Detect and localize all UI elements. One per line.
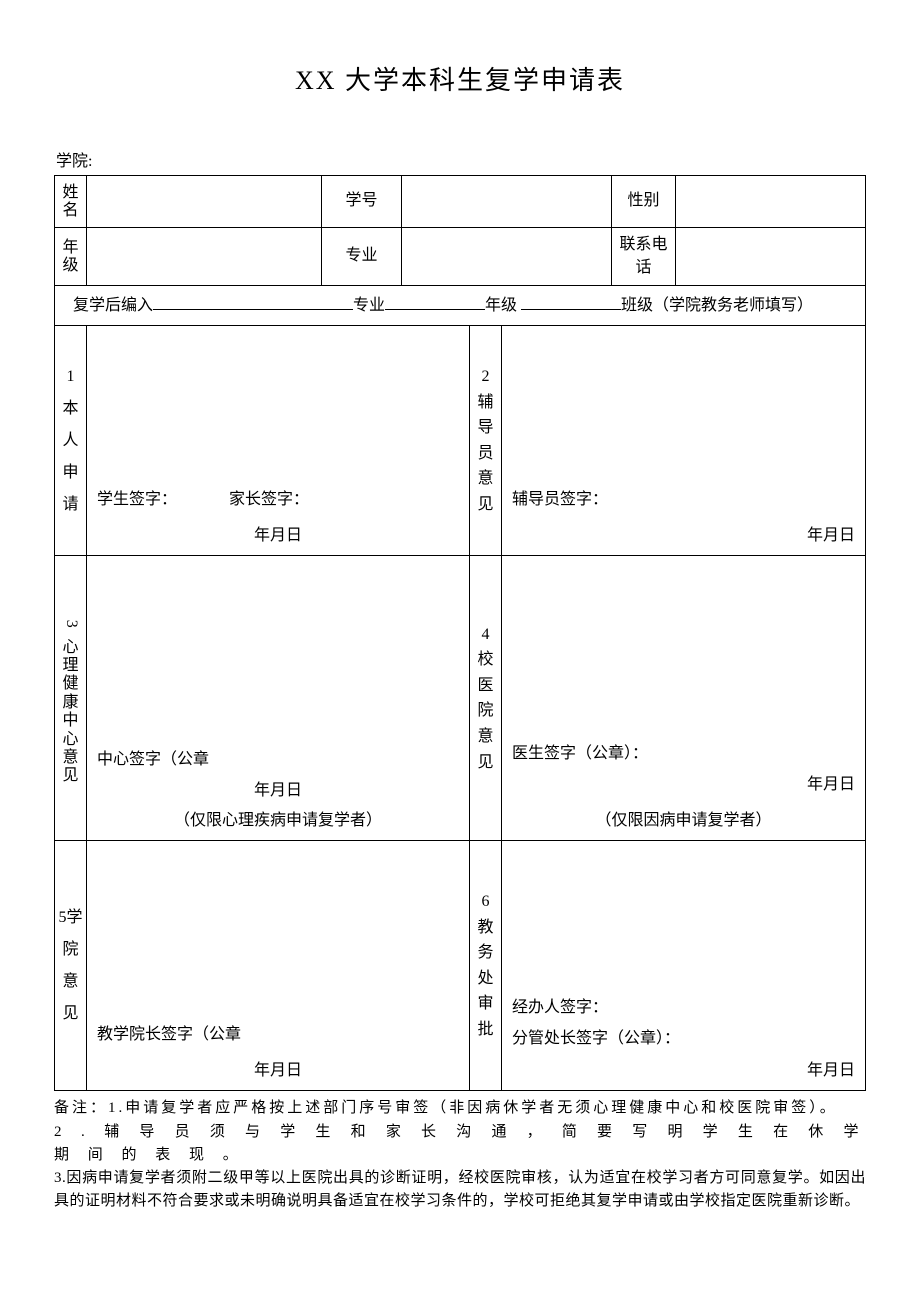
section2-content[interactable]: 辅导员签字： 年月日 bbox=[502, 326, 866, 556]
field-grade[interactable] bbox=[87, 228, 322, 286]
label-phone: 联系电话 bbox=[612, 228, 676, 286]
assignment-major-label: 专业 bbox=[353, 297, 385, 314]
section4-sign: 医生签字（公章）： bbox=[512, 743, 855, 765]
section2-date: 年月日 bbox=[512, 525, 855, 547]
section1-heading: 1 本人申请 bbox=[55, 326, 87, 556]
section1-student-sign: 学生签字： bbox=[97, 491, 177, 508]
remarks-line-3: 3.因病申请复学者须附二级甲等以上医院出具的诊断证明，经校医院审核，认为适宜在校… bbox=[54, 1167, 866, 1214]
remarks-line-1: 备注：1.申请复学者应严格按上述部门序号审签（非因病休学者无须心理健康中心和校医… bbox=[54, 1097, 866, 1120]
row-section-5-6: 5学院意见 教学院长签字（公章 年月日 6 教务处审批 经办人签字： 分管处长签… bbox=[55, 841, 866, 1091]
label-student-id: 学号 bbox=[322, 176, 402, 228]
section4-note: （仅限因病申请复学者） bbox=[512, 810, 855, 832]
section4-heading: 4 校医院意见 bbox=[470, 556, 502, 841]
section3-note: （仅限心理疾病申请复学者） bbox=[97, 810, 459, 832]
section1-content[interactable]: 学生签字： 家长签字： 年月日 bbox=[87, 326, 470, 556]
field-student-id[interactable] bbox=[402, 176, 612, 228]
row-section-3-4: 3 心理健康中心意见 中心签字（公章 年月日 （仅限心理疾病申请复学者） 4 校… bbox=[55, 556, 866, 841]
field-name[interactable] bbox=[87, 176, 322, 228]
section3-heading: 3 心理健康中心意见 bbox=[55, 556, 87, 841]
application-form-table: 姓名 学号 性别 年级 专业 联系电话 复学后编入专业年级 班级（学院教务老师填… bbox=[54, 175, 866, 1091]
section5-sign: 教学院长签字（公章 bbox=[97, 1024, 459, 1046]
label-grade: 年级 bbox=[55, 228, 87, 286]
section1-parent-sign: 家长签字： bbox=[229, 491, 309, 508]
row-basic-info-1: 姓名 学号 性别 bbox=[55, 176, 866, 228]
assignment-grade-label: 年级 bbox=[485, 297, 517, 314]
section6-sign1: 经办人签字： bbox=[512, 997, 855, 1019]
assignment-cell[interactable]: 复学后编入 专业 年级 班级（学院教务老师填写） bbox=[55, 285, 866, 325]
row-assignment: 复学后编入 专业 年级 班级（学院教务老师填写） bbox=[55, 285, 866, 325]
row-section-1-2: 1 本人申请 学生签字： 家长签字： 年月日 2 辅导员意见 辅导员签字： 年月… bbox=[55, 326, 866, 556]
field-gender[interactable] bbox=[676, 176, 866, 228]
label-gender: 性别 bbox=[612, 176, 676, 228]
assignment-class-label: 班级（学院教务老师填写） bbox=[621, 297, 813, 314]
label-name: 姓名 bbox=[55, 176, 87, 228]
section3-content[interactable]: 中心签字（公章 年月日 （仅限心理疾病申请复学者） bbox=[87, 556, 470, 841]
section5-date: 年月日 bbox=[97, 1060, 459, 1082]
section6-date: 年月日 bbox=[512, 1060, 855, 1082]
row-basic-info-2: 年级 专业 联系电话 bbox=[55, 228, 866, 286]
section2-heading: 2 辅导员意见 bbox=[470, 326, 502, 556]
field-major[interactable] bbox=[402, 228, 612, 286]
assignment-prefix: 复学后编入 bbox=[73, 297, 153, 314]
remarks-line-2: 2 . 辅 导 员 须 与 学 生 和 家 长 沟 通 ， 简 要 写 明 学 … bbox=[54, 1121, 866, 1168]
section4-content[interactable]: 医生签字（公章）： 年月日 （仅限因病申请复学者） bbox=[502, 556, 866, 841]
remarks: 备注：1.申请复学者应严格按上述部门序号审签（非因病休学者无须心理健康中心和校医… bbox=[54, 1097, 866, 1213]
label-major: 专业 bbox=[322, 228, 402, 286]
college-label: 学院: bbox=[54, 147, 866, 171]
section3-date: 年月日 bbox=[97, 780, 459, 802]
form-title: XX 大学本科生复学申请表 bbox=[54, 60, 866, 97]
section1-date: 年月日 bbox=[97, 525, 459, 547]
section4-date: 年月日 bbox=[512, 774, 855, 796]
section3-sign: 中心签字（公章 bbox=[97, 749, 459, 771]
section5-heading: 5学院意见 bbox=[55, 841, 87, 1091]
section5-content[interactable]: 教学院长签字（公章 年月日 bbox=[87, 841, 470, 1091]
section2-sign: 辅导员签字： bbox=[512, 489, 855, 511]
section6-content[interactable]: 经办人签字： 分管处长签字（公章）： 年月日 bbox=[502, 841, 866, 1091]
field-phone[interactable] bbox=[676, 228, 866, 286]
section6-sign2: 分管处长签字（公章）： bbox=[512, 1028, 855, 1050]
section6-heading: 6 教务处审批 bbox=[470, 841, 502, 1091]
